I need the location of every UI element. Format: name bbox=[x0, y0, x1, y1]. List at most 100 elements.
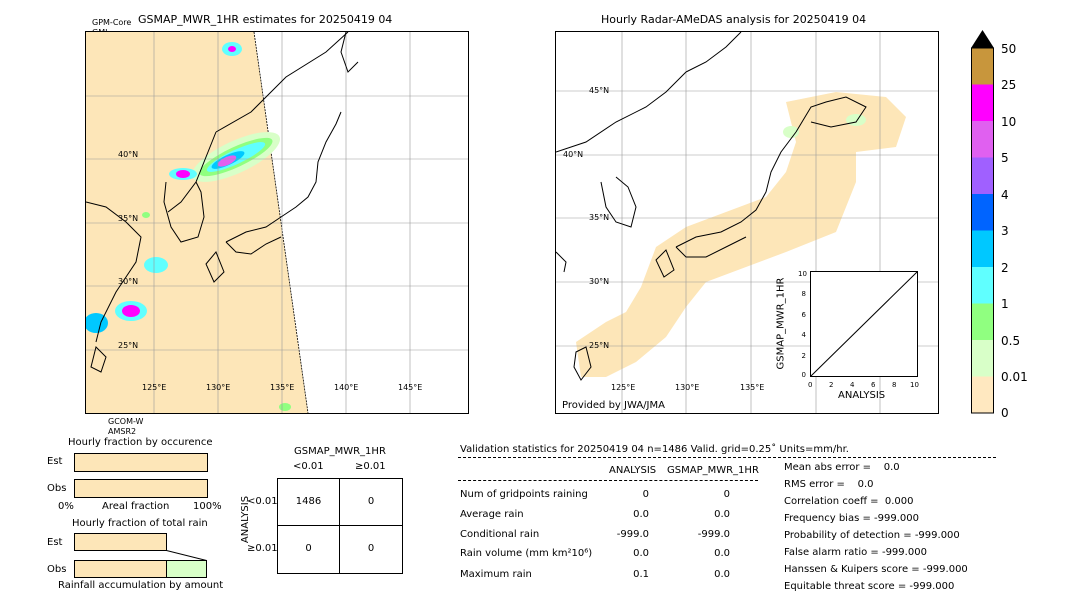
validation-row-b: 0.0 bbox=[714, 569, 730, 580]
right-lon-label-130: 130°E bbox=[675, 383, 699, 392]
scatter-ytick-8: 8 bbox=[801, 290, 806, 298]
scatter-xtick-0: 0 bbox=[808, 381, 813, 389]
validation-col-analysis: ANALYSIS bbox=[609, 465, 657, 476]
right-map: 45°N 40°N 35°N 30°N 25°N 125°E 130°E 135… bbox=[555, 31, 939, 414]
left-map-sat-top-1: GPM-Core bbox=[92, 18, 132, 27]
total-rain-connector-1 bbox=[166, 550, 207, 561]
right-map-lon-labels: 125°E 130°E 135°E bbox=[611, 383, 764, 392]
colorbar-segment bbox=[971, 48, 994, 85]
validation-header: Validation statistics for 20250419 04 n=… bbox=[460, 444, 849, 455]
right-lat-label-25: 25°N bbox=[589, 341, 609, 350]
validation-row-a: -999.0 bbox=[616, 529, 649, 540]
score-mean-abs-error: Mean abs error = 0.0 bbox=[784, 462, 900, 473]
colorbar-label-25: 25 bbox=[1001, 78, 1017, 92]
score-far: False alarm ratio = -999.000 bbox=[784, 547, 927, 558]
score-pod: Probability of detection = -999.000 bbox=[784, 530, 960, 541]
right-map-coastline bbox=[556, 32, 867, 381]
score-correlation: Correlation coeff = 0.000 bbox=[784, 496, 914, 507]
right-lat-label-30: 30°N bbox=[589, 277, 609, 286]
contingency-col1: <0.01 bbox=[293, 461, 324, 472]
scatter-xtick-10: 10 bbox=[910, 381, 919, 389]
colorbar-label-0-5: 0.5 bbox=[1001, 334, 1021, 348]
total-rain-canvas bbox=[74, 533, 207, 578]
scatter-canvas bbox=[811, 272, 917, 376]
left-lat-label-35: 35°N bbox=[118, 214, 138, 223]
colorbar-segment bbox=[971, 157, 994, 194]
left-lat-label-40: 40°N bbox=[118, 150, 138, 159]
colorbar-segment bbox=[971, 84, 994, 121]
validation-header-rule bbox=[458, 457, 996, 458]
scatter-ytick-4: 4 bbox=[801, 331, 806, 339]
left-map-sat-bottom-2: AMSR2 bbox=[108, 427, 137, 436]
validation-row-a: 0.0 bbox=[633, 548, 649, 559]
left-map-sat-bottom-1: GCOM-W bbox=[108, 417, 144, 426]
score-hk: Hanssen & Kuipers score = -999.000 bbox=[784, 564, 968, 575]
left-lon-label-140: 140°E bbox=[334, 383, 358, 392]
occurrence-x-mid: Areal fraction bbox=[102, 501, 170, 512]
left-map-coastline bbox=[86, 32, 359, 373]
validation-row-label: Rain volume (mm km²10⁶) bbox=[460, 548, 593, 559]
validation-row-a: 0.1 bbox=[633, 569, 649, 580]
total-rain-obs-bar-beige bbox=[74, 560, 167, 578]
validation-row-a: 0.0 bbox=[633, 509, 649, 520]
right-map-canvas: 45°N 40°N 35°N 30°N 25°N 125°E 130°E 135… bbox=[556, 32, 938, 413]
colorbar-segment bbox=[971, 340, 994, 377]
right-map-title: Hourly Radar-AMeDAS analysis for 2025041… bbox=[601, 13, 867, 26]
validation-row-label: Maximum rain bbox=[460, 569, 532, 580]
colorbar-label-0: 0 bbox=[1001, 406, 1009, 420]
colorbar-label-2: 2 bbox=[1001, 261, 1009, 275]
colorbar bbox=[971, 30, 994, 414]
left-map-swath-edge bbox=[253, 32, 309, 413]
occurrence-title: Hourly fraction by occurence bbox=[68, 437, 213, 448]
colorbar-label-1: 1 bbox=[1001, 297, 1009, 311]
occurrence-est-bar bbox=[74, 453, 208, 472]
total-rain-est-label: Est bbox=[47, 537, 63, 548]
scatter-xtick-8: 8 bbox=[892, 381, 897, 389]
validation-col-gsmap: GSMAP_MWR_1HR bbox=[667, 465, 759, 476]
scatter-plot bbox=[810, 271, 918, 377]
occurrence-x-left: 0% bbox=[58, 501, 74, 512]
scatter-ylabel: GSMAP_MWR_1HR bbox=[775, 277, 787, 370]
colorbar-outline bbox=[971, 47, 994, 414]
scatter-ytick-2: 2 bbox=[801, 352, 806, 360]
right-map-credit: Provided by JWA/JMA bbox=[562, 400, 665, 411]
left-lon-label-135: 135°E bbox=[270, 383, 294, 392]
occurrence-obs-fill bbox=[75, 480, 207, 497]
occurrence-x-right: 100% bbox=[193, 501, 222, 512]
scatter-xlabel: ANALYSIS bbox=[838, 390, 886, 401]
occurrence-est-label: Est bbox=[47, 456, 63, 467]
validation-row-a: 0 bbox=[642, 489, 649, 500]
validation-row-b: 0 bbox=[723, 489, 730, 500]
left-lon-label-145: 145°E bbox=[398, 383, 422, 392]
validation-row-b: 0.0 bbox=[714, 509, 730, 520]
contingency-cell-miss: 0 bbox=[305, 543, 312, 554]
validation-row-b: 0.0 bbox=[714, 548, 730, 559]
colorbar-canvas bbox=[971, 30, 994, 414]
colorbar-label-5: 5 bbox=[1001, 151, 1009, 165]
right-map-coverage bbox=[576, 92, 906, 377]
colorbar-label-50: 50 bbox=[1001, 42, 1017, 56]
contingency-cell-hits-neg: 1486 bbox=[295, 496, 322, 507]
validation-row-b: -999.0 bbox=[697, 529, 730, 540]
colorbar-segments bbox=[971, 47, 994, 414]
left-map-lon-labels: 125°E 130°E 135°E 140°E 145°E bbox=[142, 383, 422, 392]
contingency-cell-false-alarm: 0 bbox=[367, 496, 375, 507]
colorbar-label-10: 10 bbox=[1001, 115, 1017, 129]
contingency-row2: ≥0.01 bbox=[247, 543, 278, 554]
scatter-ytick-6: 6 bbox=[801, 311, 806, 319]
colorbar-label-0-01: 0.01 bbox=[1001, 370, 1028, 384]
right-map-rain-patch bbox=[783, 126, 799, 138]
validation-row-label: Conditional rain bbox=[460, 529, 540, 540]
colorbar-segment bbox=[971, 267, 994, 304]
validation-row-label: Num of gridpoints raining bbox=[460, 489, 588, 500]
left-map-canvas: 40°N 35°N 30°N 25°N 125°E 130°E 135°E 14… bbox=[86, 32, 468, 413]
scatter-xtick-4: 4 bbox=[850, 381, 855, 389]
colorbar-segment bbox=[971, 230, 994, 267]
score-ets: Equitable threat score = -999.000 bbox=[784, 581, 955, 592]
left-map-title: GSMAP_MWR_1HR estimates for 20250419 04 bbox=[138, 13, 393, 26]
total-rain-title: Hourly fraction of total rain bbox=[72, 518, 208, 529]
total-rain-obs-label: Obs bbox=[47, 564, 67, 575]
colorbar-over-arrow bbox=[971, 30, 994, 48]
left-map-lat-labels: 40°N 35°N 30°N 25°N bbox=[118, 150, 138, 350]
colorbar-segment bbox=[971, 376, 994, 413]
